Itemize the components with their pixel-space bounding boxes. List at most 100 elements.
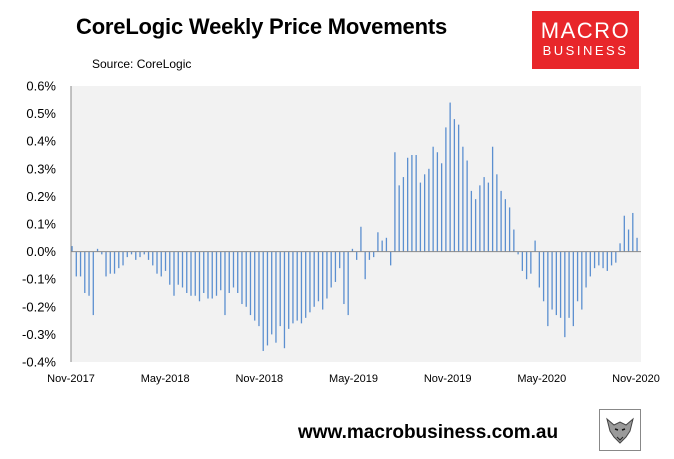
bar — [390, 251, 392, 266]
bar — [381, 240, 383, 252]
bar-chart: -0.4% -0.3% -0.2% -0.1% 0.0% 0.1% 0.2% 0.3% 0.4%… — [22, 79, 660, 386]
bar — [419, 182, 422, 252]
bar — [542, 251, 545, 302]
bar — [423, 174, 426, 252]
bar — [101, 251, 103, 255]
bar — [534, 240, 536, 252]
website-url[interactable]: www.macrobusiness.com.au — [298, 422, 559, 443]
bar — [156, 251, 158, 274]
bar — [173, 251, 175, 296]
bar — [283, 251, 286, 349]
bar — [79, 251, 82, 277]
bar — [71, 246, 73, 252]
y-tick-label: 0.6% — [26, 79, 56, 94]
y-tick-label: 0.4% — [26, 134, 56, 149]
bar — [300, 251, 303, 324]
bar — [160, 251, 162, 277]
bar — [470, 190, 473, 252]
bar — [559, 251, 562, 318]
bar — [245, 251, 247, 307]
y-tick-label: -0.3% — [22, 327, 56, 342]
x-tick-label: Nov-2019 — [424, 373, 472, 385]
bar — [343, 251, 345, 305]
x-tick-label: May-2018 — [141, 373, 190, 385]
bar — [143, 251, 145, 255]
x-tick-label: Nov-2017 — [47, 373, 95, 385]
bar — [627, 229, 630, 252]
bar — [207, 251, 209, 299]
bar — [339, 251, 341, 269]
x-tick-label: Nov-2018 — [235, 373, 283, 385]
bar — [190, 251, 192, 296]
bar — [513, 229, 515, 252]
bar — [428, 168, 430, 252]
bar — [356, 251, 358, 260]
bar — [266, 251, 269, 346]
bar — [589, 251, 591, 277]
bar — [75, 251, 77, 277]
bar — [364, 251, 366, 280]
y-tick-label: 0.3% — [26, 161, 56, 176]
bar — [275, 251, 277, 343]
bar — [610, 251, 613, 266]
bar — [636, 237, 638, 252]
bar — [203, 251, 205, 293]
bar — [351, 248, 354, 252]
bar — [368, 251, 371, 260]
wolf-logo-icon — [599, 409, 641, 451]
bar — [279, 251, 281, 327]
bar — [398, 185, 400, 252]
bar — [135, 251, 137, 260]
bar — [262, 251, 264, 351]
bar — [436, 152, 439, 252]
bar — [449, 102, 451, 252]
bar — [606, 251, 608, 271]
bar — [181, 251, 184, 288]
macrobusiness-logo[interactable]: MACRO BUSINESS — [532, 11, 639, 69]
y-tick-label: 0.2% — [26, 189, 56, 204]
bar — [288, 251, 290, 329]
bar — [487, 182, 490, 252]
bar — [322, 251, 324, 310]
bar — [169, 251, 171, 285]
bar — [615, 251, 617, 263]
y-tick-label: -0.1% — [22, 272, 56, 287]
bar — [254, 251, 256, 321]
bar — [411, 155, 413, 252]
x-axis: Nov-2017 May-2018 Nov-2018 May-2019 Nov-2019… — [47, 373, 660, 385]
logo-line2: BUSINESS — [542, 43, 629, 58]
bar — [237, 251, 239, 293]
bar — [453, 119, 456, 252]
bar — [385, 237, 388, 252]
bar — [504, 199, 507, 252]
bar — [602, 251, 604, 269]
bar — [598, 251, 600, 266]
bar — [130, 251, 133, 255]
bar — [440, 163, 443, 252]
bar — [619, 243, 621, 252]
bar — [394, 152, 396, 252]
bar — [632, 212, 634, 252]
bar — [568, 251, 570, 318]
bar — [113, 251, 116, 274]
bar — [538, 251, 540, 288]
bar — [147, 251, 150, 260]
bar — [292, 251, 294, 324]
bar — [96, 248, 99, 252]
bar — [326, 251, 328, 299]
bar — [576, 251, 579, 302]
bar — [258, 251, 260, 327]
bar — [309, 251, 311, 313]
bar — [483, 177, 485, 252]
bar — [139, 251, 141, 258]
bar — [432, 146, 434, 252]
bar — [360, 226, 362, 252]
chart-title: CoreLogic Weekly Price Movements — [76, 14, 447, 39]
bar — [500, 190, 502, 252]
bar — [457, 124, 460, 252]
bar — [521, 251, 523, 271]
bar — [330, 251, 332, 288]
bar — [373, 251, 375, 258]
bar — [466, 160, 468, 252]
bar — [593, 251, 596, 269]
